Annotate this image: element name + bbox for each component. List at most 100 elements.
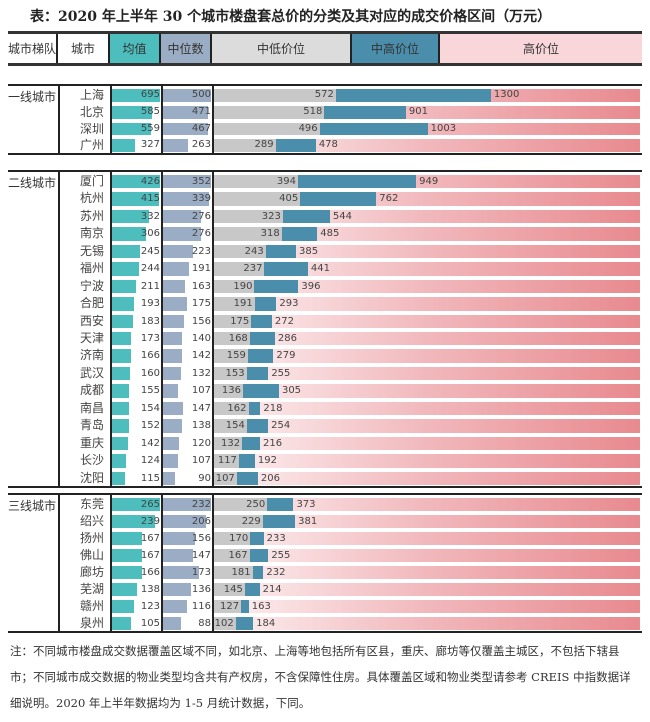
high-price-value: 373 (296, 499, 316, 510)
midhigh-price-bar (254, 279, 299, 294)
low-price-value: 145 (223, 584, 243, 595)
midhigh-price-bar (246, 366, 269, 381)
mean-value: 193 (140, 298, 160, 310)
column-divider (58, 495, 60, 631)
high-price-band (214, 532, 640, 545)
low-price-value: 237 (243, 263, 263, 275)
table-row: 合肥 193 175 191 293 (8, 295, 642, 312)
city-label: 天津 (79, 331, 104, 345)
median-bar (163, 89, 211, 102)
low-price-value: 496 (298, 122, 318, 134)
low-price-bar (214, 314, 252, 328)
table-row: 成都 155 107 136 305 (8, 382, 642, 399)
median-bar (163, 532, 196, 545)
low-price-value: 181 (231, 567, 251, 578)
median-bar (163, 583, 192, 596)
high-price-band (214, 314, 640, 328)
low-price-value: 170 (229, 533, 249, 544)
city-label: 无锡 (79, 243, 104, 258)
midhigh-price-bar (251, 314, 272, 328)
column-divider (212, 495, 214, 631)
low-price-value: 102 (214, 618, 234, 629)
mean-value: 306 (140, 228, 160, 240)
high-price-band (214, 454, 640, 468)
table-row: 宁波 211 163 190 396 (8, 278, 642, 295)
median-value: 116 (191, 601, 211, 612)
low-price-value: 518 (303, 105, 323, 117)
high-price-band (214, 297, 640, 311)
column-divider (110, 495, 112, 631)
low-price-bar (214, 332, 250, 346)
median-value: 142 (191, 350, 211, 362)
city-label: 青岛 (79, 418, 104, 433)
high-price-band (214, 471, 640, 485)
city-label: 南京 (79, 226, 104, 241)
median-value: 352 (191, 176, 211, 187)
midhigh-price-bar (264, 262, 308, 276)
city-label: 赣州 (79, 599, 104, 613)
city-label: 合肥 (79, 296, 104, 311)
mean-bar (112, 279, 136, 294)
mean-bar (112, 498, 160, 511)
median-bar (163, 192, 210, 206)
high-price-value: 396 (301, 280, 321, 292)
high-price-value: 216 (263, 437, 283, 449)
high-price-value: 385 (299, 245, 319, 257)
high-price-value: 255 (271, 550, 291, 561)
low-price-bar (214, 349, 248, 363)
column-divider (110, 86, 112, 153)
median-bar (163, 209, 201, 224)
table-header: 城市梯队 城市 均值 中位数 中低价位 中高价位 高价位 (8, 31, 642, 66)
low-price-value: 394 (276, 176, 296, 187)
mean-bar (112, 600, 135, 613)
mean-value: 167 (140, 550, 160, 561)
high-price-band (214, 139, 640, 152)
high-price-value: 1300 (493, 89, 520, 100)
high-price-band (214, 401, 640, 416)
mean-bar (112, 617, 132, 630)
high-price-value: 478 (318, 139, 338, 151)
median-value: 88 (198, 618, 211, 629)
city-label: 佛山 (79, 548, 104, 562)
mean-value: 123 (140, 601, 160, 612)
high-price-value: 381 (298, 516, 318, 527)
low-price-value: 318 (260, 228, 280, 240)
median-bar (163, 139, 189, 152)
median-bar (163, 471, 176, 485)
mean-bar (112, 262, 140, 276)
city-label: 苏州 (79, 208, 104, 223)
median-bar (163, 262, 190, 276)
mean-value: 155 (140, 385, 160, 397)
low-price-value: 175 (230, 315, 250, 327)
low-price-bar (214, 192, 301, 206)
tier-label: 二线城市 (8, 176, 57, 190)
mean-value: 245 (140, 245, 160, 257)
header-median: 中位数 (161, 34, 212, 63)
city-label: 南昌 (79, 400, 104, 415)
table-row: 苏州 332 276 323 544 (8, 208, 642, 225)
median-bar (163, 332, 183, 346)
high-price-band (214, 436, 640, 451)
mean-bar (112, 419, 130, 433)
high-price-value: 1003 (430, 122, 457, 134)
median-bar (163, 401, 184, 416)
high-price-value: 286 (277, 333, 297, 344)
mean-bar (112, 122, 151, 136)
midhigh-price-bar (242, 384, 279, 398)
median-value: 90 (198, 472, 211, 484)
mean-bar (112, 436, 128, 451)
table-row: 厦门 426 352 394 949 (8, 173, 642, 190)
median-bar (163, 617, 182, 630)
median-bar (163, 175, 211, 189)
city-label: 芜湖 (79, 582, 104, 596)
city-label: 泉州 (79, 616, 104, 630)
mean-bar (112, 583, 137, 596)
high-price-value: 206 (260, 472, 280, 484)
high-price-value: 305 (281, 385, 302, 397)
footnote: 注：不同城市楼盘成交数据覆盖区域不同，如北京、上海等地包括所有区县，重庆、廊坊等… (10, 644, 631, 710)
high-price-value: 485 (320, 228, 340, 240)
median-bar (163, 297, 187, 311)
mean-value: 239 (140, 516, 160, 527)
low-price-value: 136 (221, 385, 241, 397)
midhigh-price-bar (249, 549, 269, 562)
